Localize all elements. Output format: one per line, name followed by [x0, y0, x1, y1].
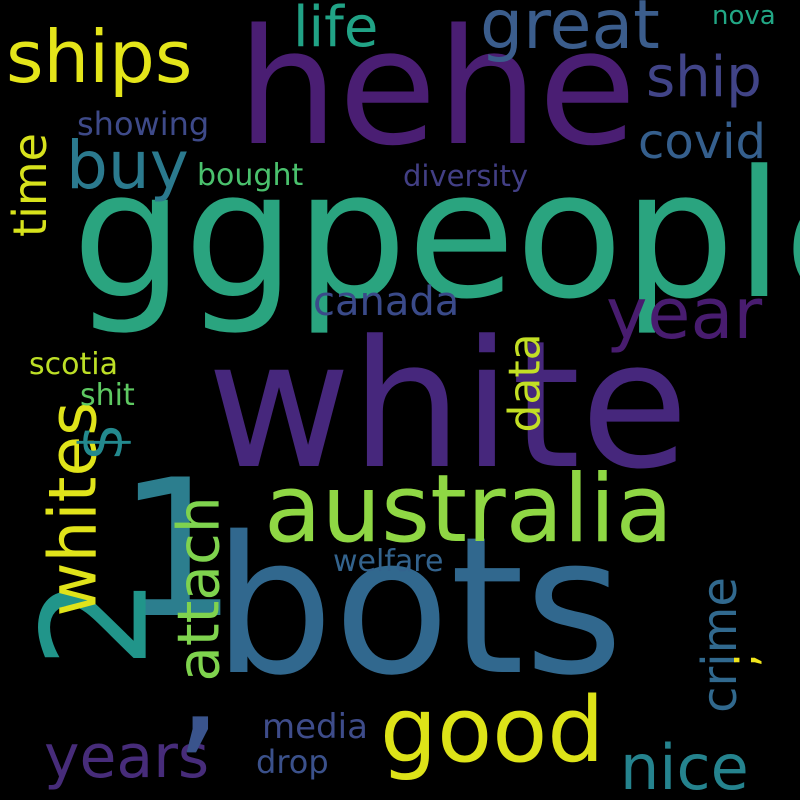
word-dollar: $: [67, 422, 138, 462]
word-bots: bots: [213, 496, 624, 717]
word-crime: crime: [691, 577, 748, 713]
word-covid: covid: [638, 114, 766, 170]
word-showing: showing: [77, 105, 210, 143]
word-ships: ships: [6, 15, 193, 99]
word-1: 1: [117, 439, 238, 660]
word-bought: bought: [197, 158, 304, 193]
word-drop: drop: [256, 743, 329, 781]
word-time: time: [2, 133, 57, 237]
word-ggpeople: ggpeople: [72, 133, 800, 338]
word-hehe: hehe: [237, 0, 637, 181]
word-diversity: diversity: [403, 159, 529, 193]
word-australia: australia: [264, 455, 674, 564]
word-years: years: [44, 722, 210, 792]
word-comma: ,: [175, 597, 223, 771]
word-ship: ship: [646, 45, 762, 110]
word-life: life: [293, 0, 379, 60]
word-semicolon: ;: [716, 652, 768, 668]
word-year: year: [606, 273, 763, 355]
word-scotia: scotia: [29, 347, 118, 382]
word-shit: shit: [80, 378, 135, 413]
word-data: data: [499, 333, 551, 433]
word-welfare: welfare: [333, 544, 444, 579]
word-great: great: [480, 0, 660, 65]
word-canada: canada: [313, 279, 460, 325]
word-nova: nova: [712, 1, 776, 31]
word-buy: buy: [66, 127, 189, 204]
word-media: media: [262, 707, 368, 747]
word-good: good: [380, 678, 605, 783]
word-white: white: [207, 303, 689, 508]
word-nice: nice: [620, 731, 749, 800]
